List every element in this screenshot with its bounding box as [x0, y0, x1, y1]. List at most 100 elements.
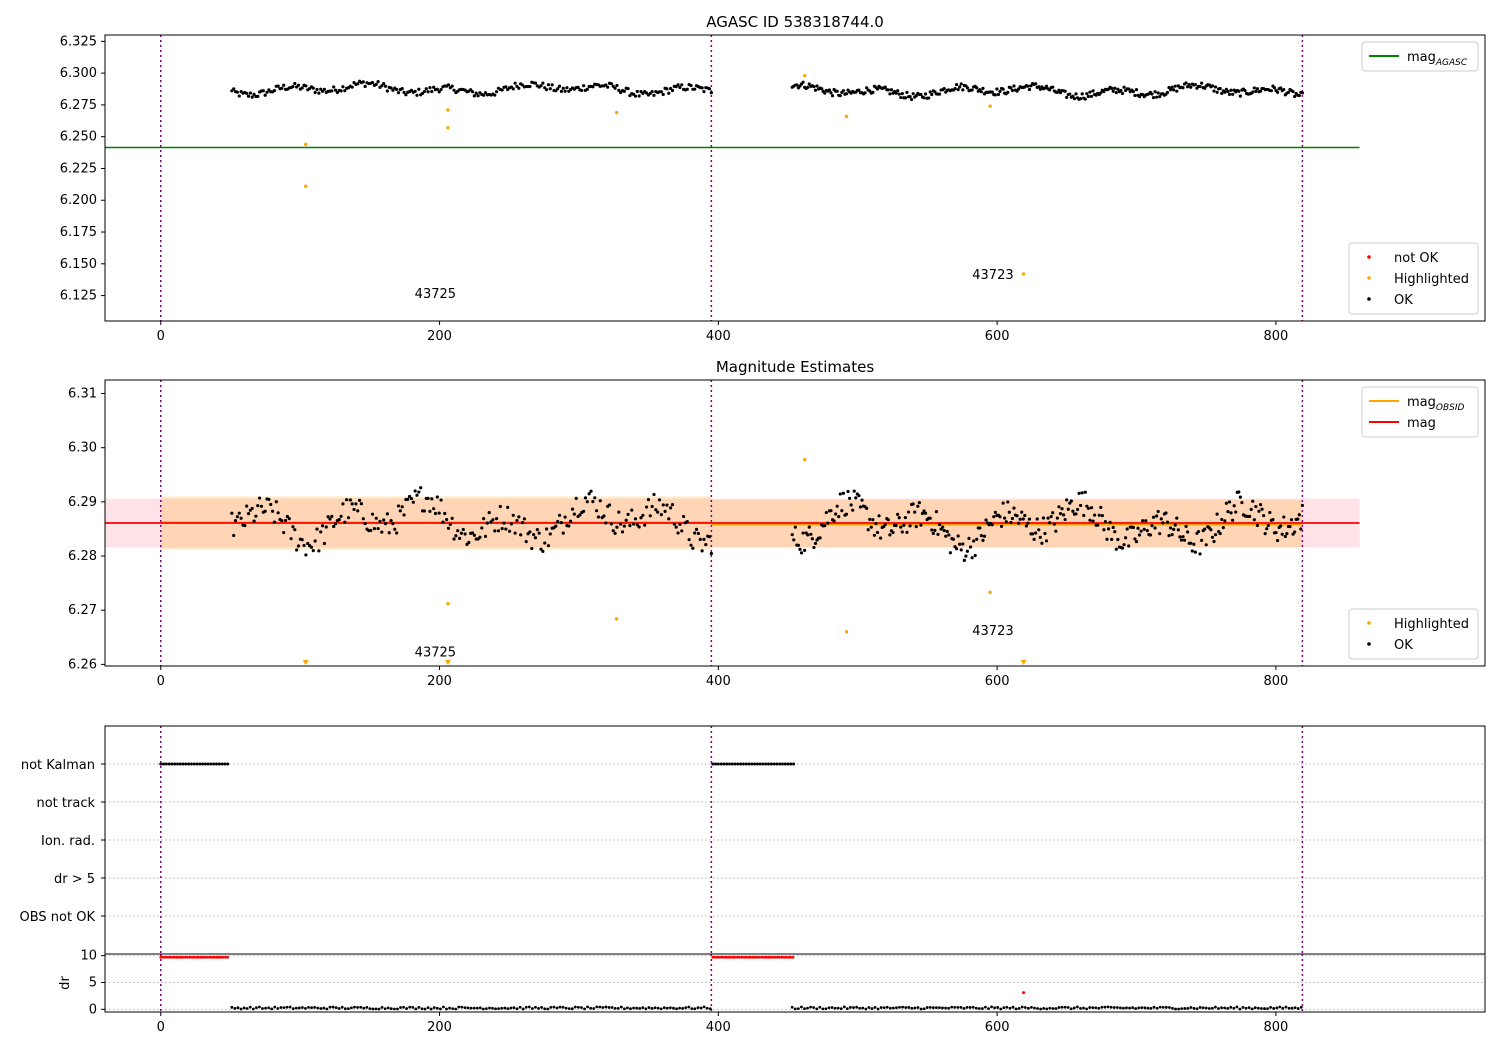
dr-point: [1002, 1006, 1006, 1010]
obsid-label: 43725: [415, 645, 456, 660]
dr-point: [580, 1006, 583, 1009]
ok-point: [670, 88, 675, 93]
dr-point: [1115, 1006, 1119, 1009]
dr-point: [226, 955, 230, 959]
ok-point: [1032, 537, 1036, 541]
ok-point: [807, 82, 811, 86]
flag-point: [178, 762, 182, 766]
dr-point: [780, 955, 784, 959]
ok-point: [615, 525, 619, 529]
dr-point: [497, 1007, 501, 1010]
ok-point: [981, 538, 985, 542]
flag-point: [733, 762, 737, 766]
dr-point: [818, 1005, 822, 1009]
dr-point: [408, 1005, 412, 1009]
dr-point: [904, 1006, 908, 1009]
ok-point: [937, 522, 942, 527]
ok-point: [1204, 543, 1208, 547]
ok-point: [235, 90, 240, 94]
dr-point: [1134, 1007, 1138, 1010]
ok-point: [1280, 532, 1284, 536]
ok-point: [428, 509, 432, 513]
ok-point: [1054, 529, 1058, 533]
highlighted-point: [844, 114, 849, 119]
dr-point: [895, 1006, 898, 1010]
ok-point: [1172, 527, 1176, 531]
ok-point: [1108, 520, 1112, 524]
ok-point: [422, 509, 426, 513]
dr-point: [245, 1007, 249, 1010]
ok-point: [696, 531, 701, 536]
ok-point: [820, 87, 824, 91]
dr-point: [715, 955, 719, 959]
ok-point: [296, 544, 301, 548]
ok-point: [487, 510, 491, 515]
ok-point: [383, 84, 388, 88]
ok-point: [530, 546, 534, 551]
ok-point: [393, 527, 397, 531]
flag-point: [206, 762, 210, 766]
ok-point: [361, 80, 365, 84]
ok-point: [332, 85, 336, 89]
ok-point: [239, 516, 243, 520]
ok-point: [1279, 86, 1283, 90]
ok-point: [417, 490, 421, 494]
dr-point: [713, 955, 717, 959]
dr-point: [720, 955, 724, 959]
ok-point: [1012, 84, 1016, 88]
ok-point: [1010, 88, 1015, 93]
dr-point: [230, 1005, 234, 1009]
ok-point: [1210, 84, 1215, 88]
ok-point: [1212, 89, 1216, 93]
ok-point: [1199, 81, 1204, 85]
dr-point: [288, 1005, 292, 1009]
ok-point: [801, 531, 805, 535]
ok-point: [937, 92, 942, 96]
ok-point: [1035, 517, 1039, 521]
dr-point: [261, 1007, 264, 1010]
dr-point: [564, 1006, 568, 1010]
ok-point: [232, 87, 236, 91]
dr-point: [708, 1007, 712, 1011]
axes-frame: [104, 34, 1486, 322]
ok-point: [376, 80, 380, 84]
ok-point: [1055, 516, 1059, 520]
ok-point: [461, 527, 465, 532]
ok-point: [920, 511, 925, 516]
dr-point: [610, 1006, 614, 1009]
ok-point: [1153, 90, 1157, 94]
dr-point: [675, 1007, 678, 1011]
ok-point: [1006, 90, 1010, 94]
flag-point: [173, 762, 177, 766]
dr-point: [399, 1006, 402, 1009]
flag-point: [730, 762, 734, 766]
flag-category-label: not track: [36, 796, 95, 811]
dr-point: [595, 1005, 599, 1009]
ok-point: [426, 90, 430, 94]
flag-point: [175, 762, 179, 766]
ok-point: [1187, 82, 1191, 87]
dr-point: [438, 1007, 442, 1011]
ok-point: [1023, 513, 1027, 518]
ok-point: [1178, 535, 1182, 539]
ok-point: [267, 497, 271, 501]
ok-point: [1150, 524, 1154, 528]
ok-point: [1221, 526, 1225, 530]
highlighted-point: [803, 457, 807, 462]
ok-point: [322, 541, 327, 546]
ok-point: [1262, 513, 1266, 518]
legend-box: [1361, 386, 1479, 438]
ok-point: [998, 515, 1002, 519]
ok-point: [432, 85, 436, 89]
axes-frame: [104, 953, 1486, 1013]
dr-point: [635, 1006, 639, 1010]
y-tick-label: 6.29: [68, 495, 97, 510]
dr-point: [300, 1006, 304, 1009]
dr-point: [494, 1007, 497, 1011]
ok-point: [905, 530, 909, 534]
ok-point: [826, 521, 830, 525]
dr-point: [1097, 1006, 1101, 1010]
ok-point: [832, 519, 836, 523]
ok-point: [413, 489, 417, 493]
ok-point: [291, 85, 295, 89]
